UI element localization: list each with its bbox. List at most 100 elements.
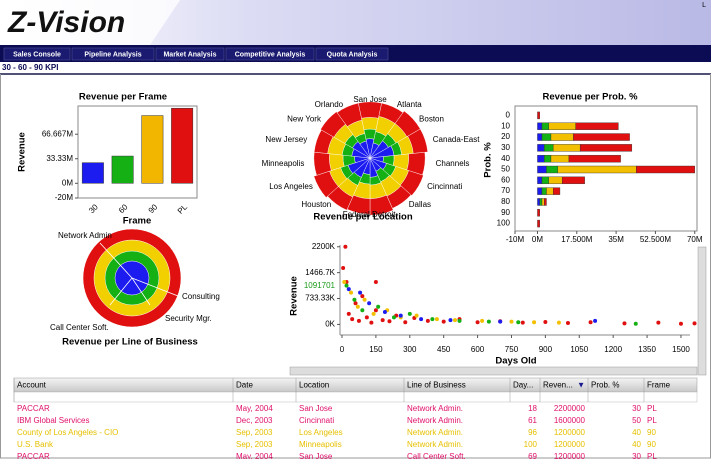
x-tick-label: 17.500M xyxy=(561,235,592,244)
cell: 40 xyxy=(632,440,641,449)
column-header[interactable]: Location xyxy=(299,381,329,390)
y-tick-label: 60 xyxy=(501,175,510,184)
cell: IBM Global Services xyxy=(17,416,89,425)
segment-label: Network Admin xyxy=(58,231,112,240)
segment-label: Consulting xyxy=(182,292,220,301)
tab[interactable] xyxy=(155,47,225,61)
point xyxy=(475,320,480,325)
tab-label[interactable]: Pipeline Analysis xyxy=(84,51,141,58)
cell: 61 xyxy=(528,416,537,425)
v-scrollbar[interactable] xyxy=(697,246,707,376)
y-tick-label: 733.33K xyxy=(305,294,335,303)
location-label: Houston xyxy=(301,200,331,209)
tabs: Sales Console Pipeline Analysis Market Ana… xyxy=(3,47,389,61)
cell: 1200000 xyxy=(554,440,586,449)
cell: PACCAR xyxy=(17,404,50,413)
column-header[interactable]: Frame xyxy=(647,381,671,390)
bar-segment xyxy=(575,122,619,130)
column-header[interactable]: Line of Business xyxy=(407,381,466,390)
y-axis-label: Revenue xyxy=(289,276,300,316)
bar-segment xyxy=(541,176,549,185)
chart-title: Revenue per Prob. % xyxy=(542,92,638,103)
x-axis-label: Days Old xyxy=(495,356,536,367)
bar-segment xyxy=(537,165,547,174)
point xyxy=(480,318,485,323)
sort-marker[interactable]: ▼ xyxy=(577,381,585,390)
point xyxy=(369,320,374,325)
tab[interactable] xyxy=(315,47,389,61)
cell: Network Admin. xyxy=(407,440,463,449)
cell: Minneapolis xyxy=(299,440,342,449)
tab[interactable] xyxy=(3,47,71,61)
tab-label[interactable]: Sales Console xyxy=(13,51,61,58)
point xyxy=(391,315,396,320)
y-tick-label: 1466.7K xyxy=(305,268,335,277)
bar-segment xyxy=(552,187,561,195)
bar-segment xyxy=(552,144,581,152)
tab-label[interactable]: Competitive Analysis xyxy=(235,51,306,58)
column-header[interactable]: Date xyxy=(236,381,253,390)
point xyxy=(364,315,369,320)
point xyxy=(355,304,360,309)
bar-segment xyxy=(573,133,630,141)
wedge-segment xyxy=(369,194,394,216)
x-tick-label: PL xyxy=(176,202,190,216)
x-tick-label: 35M xyxy=(608,235,624,244)
x-axis-label: Frame xyxy=(123,216,152,227)
y-tick-label: 90 xyxy=(501,208,510,217)
point xyxy=(556,320,561,325)
x-tick-label: 900 xyxy=(539,345,553,354)
bar-segment xyxy=(544,144,554,152)
cell: 96 xyxy=(528,428,537,437)
x-tick-label: 0M xyxy=(532,235,543,244)
bar xyxy=(81,162,104,184)
point xyxy=(358,290,363,295)
point xyxy=(343,244,348,249)
point xyxy=(342,280,347,285)
column-header[interactable]: Day... xyxy=(513,381,533,390)
point xyxy=(452,318,457,323)
h-scrollbar[interactable] xyxy=(289,366,698,376)
point xyxy=(520,320,525,325)
point xyxy=(398,313,403,318)
column-header[interactable]: Reven... xyxy=(543,381,573,390)
point xyxy=(403,320,408,325)
x-tick-label: 1200 xyxy=(604,345,622,354)
subtitle: 30 - 60 - 90 KPI xyxy=(2,63,58,72)
point xyxy=(516,320,521,325)
point xyxy=(350,317,355,322)
tab[interactable] xyxy=(225,47,315,61)
cell: 1200000 xyxy=(554,428,586,437)
bar-segment xyxy=(557,165,637,174)
table: Account Date Location Line of Business Day..… xyxy=(13,377,698,459)
point xyxy=(376,304,381,309)
point xyxy=(356,318,361,323)
x-tick-label: 52.500M xyxy=(640,235,671,244)
location-label: Minneapolis xyxy=(262,159,305,168)
column-header[interactable]: Prob. % xyxy=(591,381,619,390)
logo: Z-Vision xyxy=(7,6,125,39)
x-tick-label: 0 xyxy=(340,345,345,354)
tab-label[interactable]: Quota Analysis xyxy=(327,51,378,58)
x-tick-label: 150 xyxy=(369,345,383,354)
cell: Network Admin. xyxy=(407,404,463,413)
y-axis-label: Revenue xyxy=(17,132,28,172)
column-header[interactable]: Account xyxy=(17,381,47,390)
point xyxy=(352,297,357,302)
tab[interactable] xyxy=(71,47,155,61)
wedge-segment xyxy=(358,101,382,119)
x-tick-label: 750 xyxy=(505,345,519,354)
cell: 50 xyxy=(632,416,641,425)
charts: Revenue per Frame -20M 0M 33.33M 66.667M 30 60… xyxy=(17,92,707,376)
tab-label[interactable]: Market Analysis xyxy=(163,51,216,58)
wedge-segment xyxy=(320,111,346,138)
location-label: Orlando xyxy=(315,100,344,109)
point xyxy=(441,319,446,324)
wedge-segment xyxy=(407,128,428,154)
point xyxy=(692,321,697,326)
bar-segment xyxy=(537,219,540,228)
cell: 90 xyxy=(647,428,656,437)
point xyxy=(349,290,354,295)
bar-segment xyxy=(537,122,543,130)
bar-segment xyxy=(636,165,695,174)
